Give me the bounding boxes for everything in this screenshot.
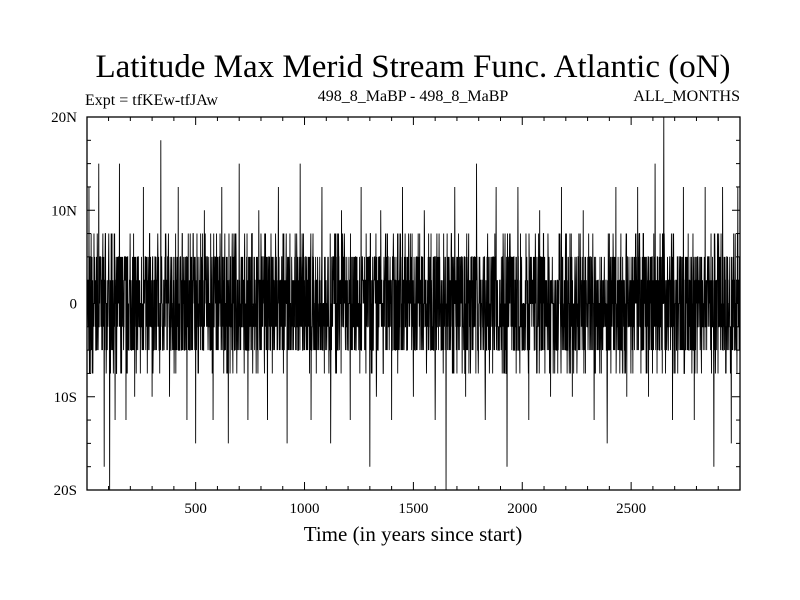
y-axis: 20N 10N 0 10S 20S [51, 110, 740, 499]
y-tick-label: 10S [54, 390, 77, 406]
chart-subtitle-left: Expt = tfKEw-tfJAw [85, 92, 218, 109]
y-tick-label: 0 [70, 297, 78, 313]
x-tick-label: 2500 [616, 501, 646, 517]
chart-subtitle-right: ALL_MONTHS [633, 88, 740, 105]
x-tick-label: 1000 [290, 501, 320, 517]
x-tick-label: 1500 [398, 501, 428, 517]
series-polyline [87, 117, 740, 490]
x-axis: 500 1000 1500 2000 2500 [108, 117, 719, 517]
y-tick-label: 20S [54, 483, 77, 499]
chart-title: Latitude Max Merid Stream Func. Atlantic… [95, 49, 730, 85]
y-tick-label: 10N [51, 203, 77, 219]
series-line [87, 117, 740, 490]
chart-subtitle-center: 498_8_MaBP - 498_8_MaBP [318, 88, 509, 105]
x-axis-label: Time (in years since start) [304, 522, 523, 546]
y-tick-label: 20N [51, 110, 77, 126]
x-tick-label: 500 [184, 501, 207, 517]
x-tick-label: 2000 [507, 501, 537, 517]
